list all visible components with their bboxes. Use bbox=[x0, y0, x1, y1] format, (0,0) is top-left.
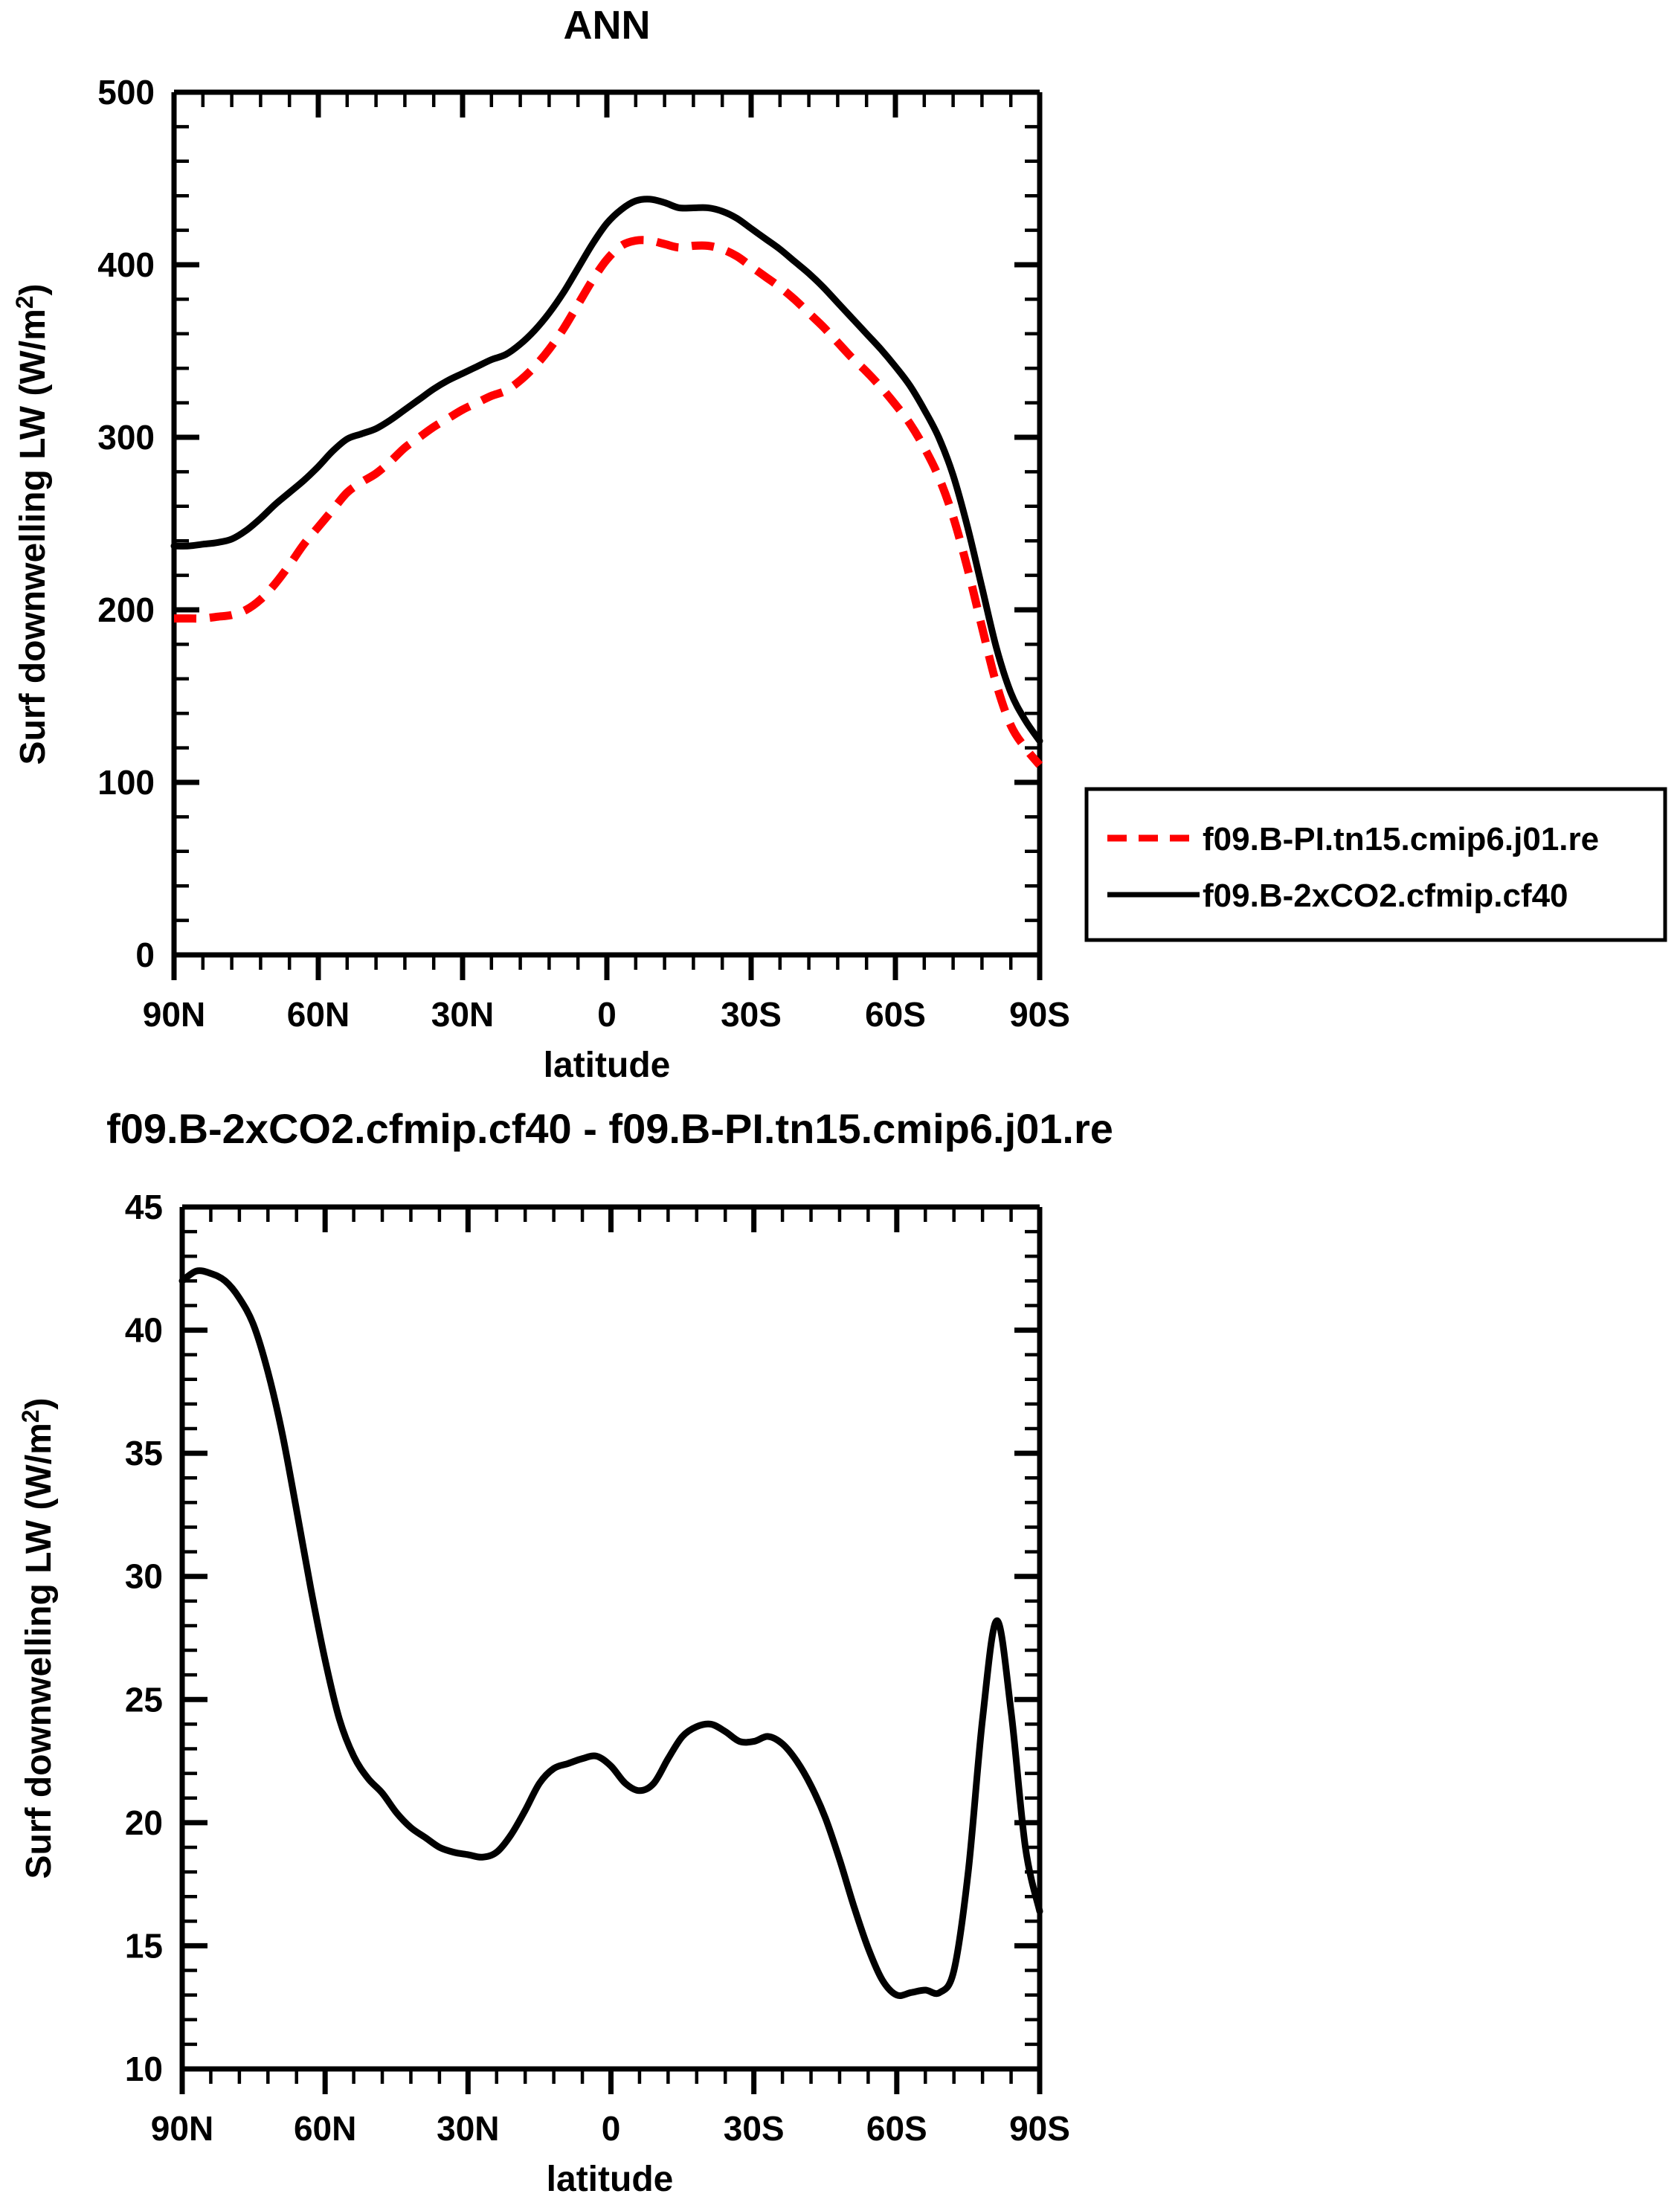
x-tick-label: 60S bbox=[866, 2109, 927, 2148]
top-panel-ticks bbox=[171, 89, 1043, 980]
svg-text:Surf downwelling LW (W/m2): Surf downwelling LW (W/m2) bbox=[11, 283, 53, 765]
x-tick-label: 90S bbox=[1009, 2109, 1070, 2148]
x-tick-label: 30S bbox=[721, 995, 782, 1034]
y-tick-label: 300 bbox=[97, 418, 155, 457]
y-tick-label: 500 bbox=[97, 73, 155, 112]
x-tick-label: 0 bbox=[597, 995, 617, 1034]
top-panel-xlabel: latitude bbox=[544, 1046, 671, 1085]
y-tick-label: 20 bbox=[125, 1803, 163, 1842]
difference-title: f09.B-2xCO2.cfmip.cf40 - f09.B-PI.tn15.c… bbox=[106, 1105, 1113, 1152]
y-tick-label: 25 bbox=[125, 1680, 163, 1719]
bottom-panel-axes bbox=[179, 1204, 1043, 2072]
x-tick-label: 90N bbox=[143, 995, 205, 1034]
bottom-panel-chart: Surf downwelling LW (W/m2) 1015202530354… bbox=[17, 1188, 1070, 2199]
x-tick-label: 30N bbox=[431, 995, 494, 1034]
series-line-2xco2 bbox=[170, 196, 1043, 744]
x-tick-label: 90N bbox=[151, 2109, 213, 2148]
y-tick-label: 40 bbox=[125, 1311, 163, 1350]
y-tick-label: 0 bbox=[135, 936, 155, 974]
x-tick-label: 60N bbox=[287, 995, 350, 1034]
x-tick-label: 60N bbox=[294, 2109, 356, 2148]
legend-entry-pi-control[interactable]: f09.B-PI.tn15.cmip6.j01.re bbox=[1107, 821, 1599, 857]
bottom-panel-ticks bbox=[179, 1204, 1043, 2094]
x-tick-label: 30S bbox=[724, 2109, 785, 2148]
top-ylabel-main: Surf downwelling LW (W/m bbox=[13, 309, 53, 765]
x-tick-label: 0 bbox=[602, 2109, 621, 2148]
difference-title-wrap: f09.B-2xCO2.cfmip.cf40 - f09.B-PI.tn15.c… bbox=[0, 1104, 1220, 1153]
y-tick-label: 30 bbox=[125, 1557, 163, 1596]
top-ylabel-tail: ) bbox=[13, 283, 53, 295]
y-tick-label: 100 bbox=[97, 763, 155, 802]
top-ylabel-superscript: 2 bbox=[11, 295, 38, 309]
legend-entry-2xco2[interactable]: f09.B-2xCO2.cfmip.cf40 bbox=[1107, 878, 1568, 914]
top-panel-title: ANN bbox=[564, 3, 651, 48]
bottom-ylabel-tail: ) bbox=[19, 1397, 59, 1409]
svg-text:Surf downwelling LW (W/m2): Surf downwelling LW (W/m2) bbox=[17, 1397, 59, 1879]
bottom-ylabel-main: Surf downwelling LW (W/m bbox=[19, 1423, 59, 1879]
top-panel-tick-labels: 0 100 200 300 400 500 90N 60N 30N 0 30S 60S 90S bbox=[97, 73, 1070, 1034]
y-tick-label: 400 bbox=[97, 245, 155, 284]
x-tick-label: 30N bbox=[437, 2109, 499, 2148]
legend: f09.B-PI.tn15.cmip6.j01.re f09.B-2xCO2.c… bbox=[1084, 787, 1667, 942]
top-panel-ylabel: Surf downwelling LW (W/m2) bbox=[11, 283, 53, 765]
bottom-panel-tick-labels: 10 15 20 25 30 35 40 45 90N 60N 30N 0 30S 60S 90S bbox=[125, 1188, 1070, 2148]
bottom-ylabel-superscript: 2 bbox=[17, 1409, 44, 1423]
legend-border bbox=[1084, 787, 1667, 942]
y-tick-label: 35 bbox=[125, 1434, 163, 1472]
legend-label-pi-control: f09.B-PI.tn15.cmip6.j01.re bbox=[1203, 821, 1599, 857]
x-tick-label: 60S bbox=[865, 995, 926, 1034]
y-tick-label: 45 bbox=[125, 1188, 163, 1226]
y-tick-label: 200 bbox=[97, 590, 155, 629]
x-tick-label: 90S bbox=[1009, 995, 1070, 1034]
top-panel-chart: ANN Surf downwelling LW (W/m2) 0 100 200 30… bbox=[11, 3, 1070, 1085]
bottom-panel-ylabel: Surf downwelling LW (W/m2) bbox=[17, 1397, 59, 1879]
legend-label-2xco2: f09.B-2xCO2.cfmip.cf40 bbox=[1203, 878, 1568, 914]
y-tick-label: 10 bbox=[125, 2050, 163, 2088]
series-line-pi-control bbox=[174, 236, 1043, 768]
y-tick-label: 15 bbox=[125, 1926, 163, 1965]
series-line-difference bbox=[178, 1267, 1043, 1999]
bottom-panel-xlabel: latitude bbox=[547, 2160, 674, 2199]
